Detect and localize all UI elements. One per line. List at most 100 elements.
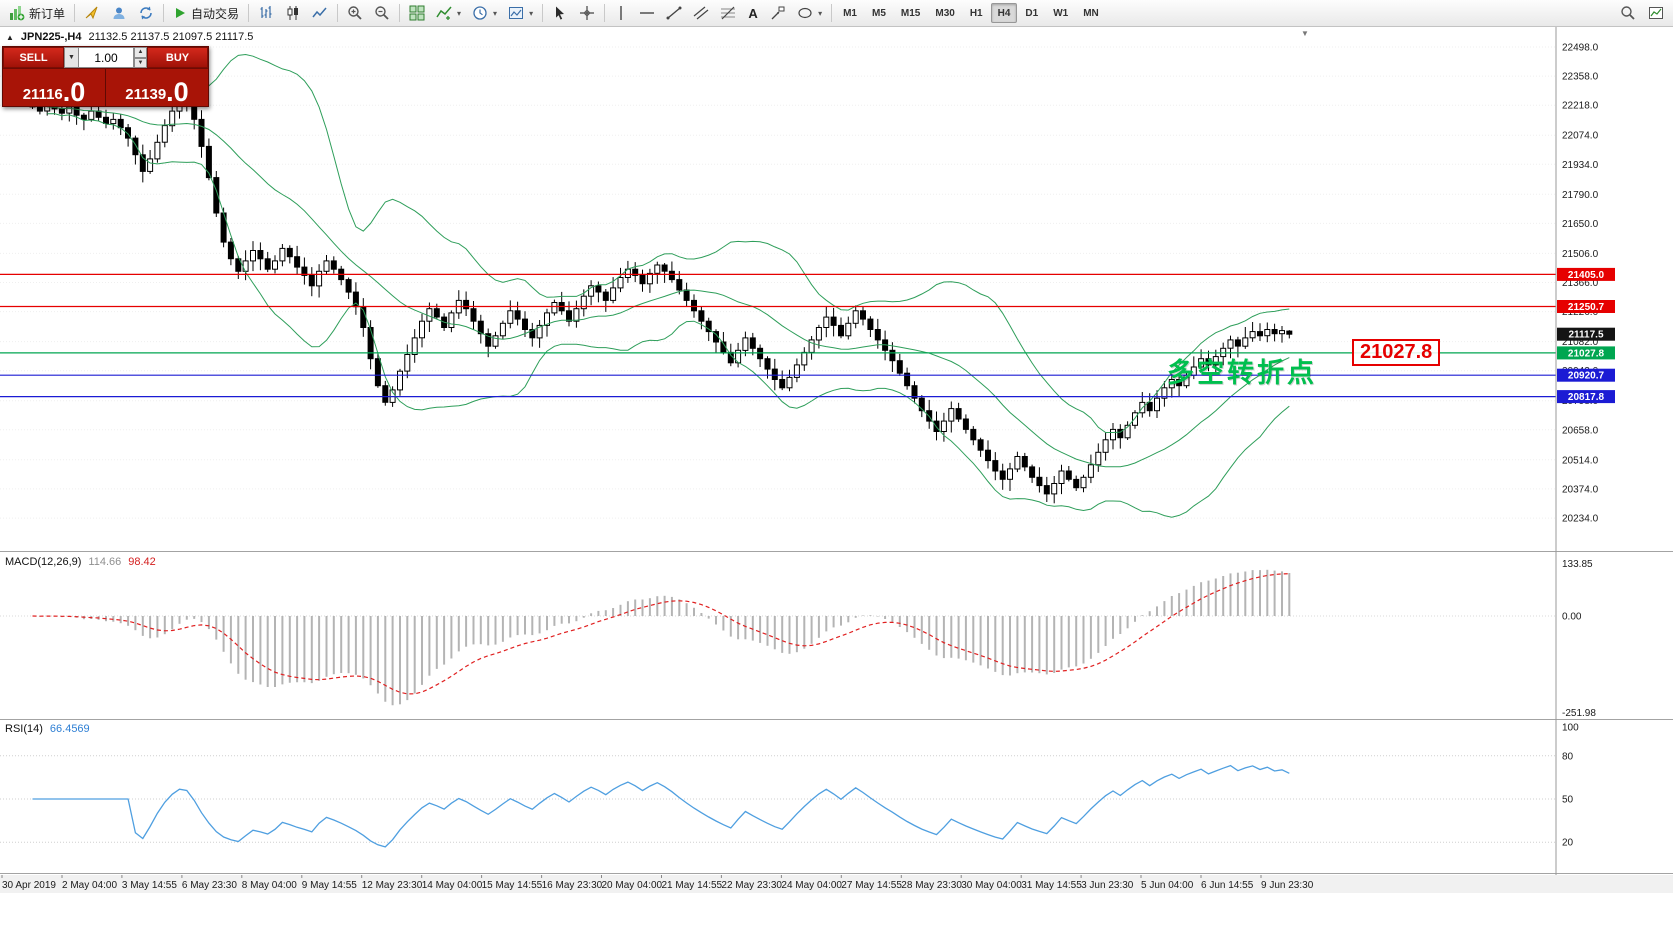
svg-text:2 May 04:00: 2 May 04:00: [62, 880, 117, 891]
new-chart-icon: [1649, 7, 1663, 19]
timeframe-toolbar: M1 M5 M15 M30 H1 H4 D1 W1 MN: [836, 3, 1106, 23]
new-order-button[interactable]: 新订单: [4, 2, 70, 24]
text-tool-icon: A: [748, 5, 758, 21]
shapes-icon: [798, 7, 812, 19]
chevron-down-icon: ▾: [493, 8, 498, 18]
buy-button[interactable]: BUY: [147, 47, 208, 68]
sync-button[interactable]: [133, 2, 159, 24]
svg-text:12 May 23:30: 12 May 23:30: [362, 880, 423, 891]
timeframe-M15[interactable]: M15: [894, 3, 927, 23]
svg-text:21405.0: 21405.0: [1568, 270, 1605, 281]
timeframe-D1[interactable]: D1: [1018, 3, 1045, 23]
svg-text:20234.0: 20234.0: [1562, 514, 1599, 525]
chart-shift-marker[interactable]: ▼: [1301, 29, 1309, 38]
auto-trading-button[interactable]: 自动交易: [168, 2, 244, 24]
svg-text:21650.0: 21650.0: [1562, 219, 1599, 230]
svg-text:21027.8: 21027.8: [1568, 348, 1605, 359]
timeframe-M5[interactable]: M5: [865, 3, 893, 23]
label-tool-button[interactable]: [765, 2, 791, 24]
market-icon: [85, 6, 98, 20]
timeframe-MN[interactable]: MN: [1076, 3, 1106, 23]
svg-text:133.85: 133.85: [1562, 559, 1593, 570]
symbol-title: JPN225-,H4: [20, 31, 82, 43]
timeframe-H1[interactable]: H1: [963, 3, 990, 23]
order-type-dropdown[interactable]: ▼: [64, 47, 79, 68]
horizontal-line-icon: [640, 12, 655, 14]
separator: [248, 4, 250, 22]
volume-up-button[interactable]: ▲: [134, 47, 147, 58]
indicators-icon: [436, 6, 452, 20]
templates-button[interactable]: ▾: [503, 2, 538, 24]
svg-text:21934.0: 21934.0: [1562, 160, 1599, 171]
separator: [74, 4, 76, 22]
chevron-down-icon: ▾: [529, 8, 534, 18]
turning-point-annotation: 多空转折点: [1167, 358, 1317, 388]
timeframe-H4[interactable]: H4: [990, 3, 1018, 23]
clock-icon: [473, 6, 487, 20]
one-click-toggle-icon[interactable]: ▲: [6, 32, 14, 42]
chart-area[interactable]: 22498.0 22358.0 22218.0 22074.0 21934.0 21790…: [0, 27, 1673, 950]
horizontal-line-tool-button[interactable]: [634, 2, 660, 24]
zoom-out-button[interactable]: [369, 2, 395, 24]
sell-price[interactable]: 21116.0: [3, 69, 105, 106]
volume-input[interactable]: [79, 47, 134, 68]
channel-tool-button[interactable]: [688, 2, 714, 24]
crosshair-tool-button[interactable]: [574, 2, 600, 24]
periods-button[interactable]: ▾: [467, 2, 502, 24]
community-button[interactable]: [106, 2, 132, 24]
svg-text:80: 80: [1562, 751, 1574, 762]
separator: [604, 4, 606, 22]
search-button[interactable]: [1615, 2, 1641, 24]
vertical-line-tool-button[interactable]: [609, 2, 633, 24]
macd-main-value: 114.66: [88, 556, 122, 568]
cursor-icon: [556, 6, 565, 20]
volume-down-button[interactable]: ▼: [134, 57, 147, 68]
svg-text:21366.0: 21366.0: [1562, 278, 1599, 289]
svg-text:21117.5: 21117.5: [1568, 330, 1603, 341]
bar-chart-icon: [260, 6, 272, 18]
svg-text:20374.0: 20374.0: [1562, 484, 1599, 495]
svg-text:9 Jun 23:30: 9 Jun 23:30: [1261, 880, 1314, 891]
sync-icon: [140, 6, 152, 20]
shapes-tool-button[interactable]: ▾: [792, 2, 827, 24]
separator: [337, 4, 339, 22]
play-icon: [176, 8, 186, 18]
text-tool-button[interactable]: A: [742, 2, 764, 24]
separator: [163, 4, 165, 22]
tile-windows-button[interactable]: [404, 2, 430, 24]
svg-text:6 May 23:30: 6 May 23:30: [182, 880, 237, 891]
volume-control: ▲ ▼: [79, 47, 147, 68]
svg-text:22074.0: 22074.0: [1562, 131, 1599, 142]
line-chart-button[interactable]: [307, 2, 333, 24]
bar-chart-button[interactable]: [253, 2, 279, 24]
buy-price[interactable]: 21139.0: [106, 69, 208, 106]
price-chart-svg[interactable]: 22498.0 22358.0 22218.0 22074.0 21934.0 21790…: [0, 27, 1673, 950]
zoom-in-button[interactable]: [342, 2, 368, 24]
svg-text:-251.98: -251.98: [1562, 708, 1596, 719]
line-chart-icon: [312, 7, 327, 18]
trade-panel-prices: 21116.0 21139.0: [3, 68, 208, 106]
chevron-down-icon: ▾: [457, 8, 462, 18]
trendline-tool-button[interactable]: [661, 2, 687, 24]
new-chart-button[interactable]: [1643, 2, 1669, 24]
svg-text:22498.0: 22498.0: [1562, 43, 1599, 54]
candlestick-button[interactable]: [280, 2, 306, 24]
svg-text:50: 50: [1562, 795, 1574, 806]
community-icon: [113, 7, 125, 19]
indicators-button[interactable]: ▾: [431, 2, 466, 24]
svg-text:21 May 14:55: 21 May 14:55: [662, 880, 723, 891]
template-icon: [509, 7, 524, 19]
timeframe-M30[interactable]: M30: [928, 3, 961, 23]
market-button[interactable]: [79, 2, 105, 24]
timeframe-W1[interactable]: W1: [1046, 3, 1075, 23]
zoom-in-icon: [348, 6, 362, 20]
macd-label: MACD(12,26,9): [5, 556, 82, 568]
fibonacci-tool-button[interactable]: [715, 2, 741, 24]
search-icon: [1621, 6, 1635, 20]
svg-text:27 May 14:55: 27 May 14:55: [841, 880, 902, 891]
trendline-icon: [666, 6, 682, 20]
cursor-tool-button[interactable]: [547, 2, 573, 24]
sell-button[interactable]: SELL: [3, 47, 64, 68]
timeframe-M1[interactable]: M1: [836, 3, 864, 23]
svg-text:22218.0: 22218.0: [1562, 101, 1599, 112]
